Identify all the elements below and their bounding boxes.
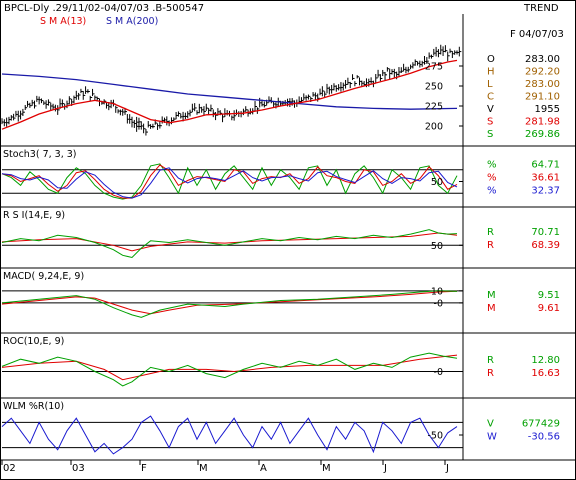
y-tick-label: 50 — [431, 241, 443, 252]
ohlc-value: 283.00 — [525, 79, 560, 90]
indicator-legend-key: R — [487, 368, 494, 379]
ohlc-key: S — [487, 117, 493, 128]
indicator-legend-value: 32.37 — [531, 186, 560, 197]
indicator-legend-value: -30.56 — [528, 432, 560, 443]
price-legend-item: S M A(13) — [40, 16, 86, 27]
indicator-legend-key: R — [487, 240, 494, 251]
indicator-legend-key: V — [487, 419, 494, 430]
indicator-legend-value: 9.51 — [538, 290, 560, 301]
panel-title: MACD( 9,24,E, 9) — [3, 271, 84, 282]
indicator-legend-key: % — [487, 186, 497, 197]
indicator-legend-key: W — [487, 432, 497, 443]
stoch-slow-line — [1, 167, 458, 199]
y-tick-label: 225 — [425, 102, 443, 113]
x-month-label: 02 — [3, 463, 16, 474]
indicator-legend-value: 16.63 — [531, 368, 560, 379]
sma-200-line — [1, 73, 458, 110]
ohlc-key: L — [487, 79, 493, 90]
indicator-legend-value: 68.39 — [531, 240, 560, 251]
legend-layer: S M A(13) S M A(200) F 04/07/03 O 283.00 H 292… — [40, 16, 564, 443]
x-month-label: M — [199, 463, 208, 474]
chart-header-title: BPCL-Dly .29/11/02-04/07/03 .B-500547 — [4, 3, 204, 14]
indicator-legend-key: R — [487, 355, 494, 366]
y-tick-label: -50 — [427, 431, 443, 442]
x-month-label: J — [383, 463, 387, 474]
ohlc-value: 292.20 — [525, 67, 560, 78]
panel-title: WLM %R(10) — [3, 401, 64, 412]
williams-r-line — [1, 415, 458, 455]
indicator-legend-key: M — [487, 303, 496, 314]
indicator-legend-value: 677429 — [522, 419, 560, 430]
ohlc-value: 283.00 — [525, 54, 560, 65]
indicator-legend-key: % — [487, 173, 497, 184]
stoch-d-line — [1, 164, 458, 199]
y-tick-label: 200 — [425, 122, 443, 133]
y-tick-label: -0 — [434, 367, 443, 378]
date-label: F 04/07/03 — [510, 29, 564, 40]
x-month-label: A — [260, 463, 267, 474]
y-tick-label: 250 — [425, 82, 443, 93]
indicator-legend-value: 70.71 — [531, 227, 560, 238]
x-month-label: 03 — [72, 463, 85, 474]
panel-title: Stoch3( 7, 3, 3) — [3, 149, 77, 160]
ohlc-key: V — [487, 104, 494, 115]
trend-label: TREND — [523, 3, 559, 14]
panel-title: R S I(14,E, 9) — [3, 210, 65, 221]
stoch-k-line — [1, 163, 458, 200]
macd-line — [1, 290, 458, 318]
x-month-label: M — [322, 463, 331, 474]
ohlc-key: O — [487, 54, 495, 65]
ohlc-value: 1955 — [535, 104, 560, 115]
y-tick-label: 50 — [431, 177, 443, 188]
x-month-label: J — [445, 463, 449, 474]
indicator-legend-key: % — [487, 160, 497, 171]
y-tick-label: 10 — [431, 286, 443, 297]
roc-line — [1, 352, 458, 387]
indicator-legend-value: 36.61 — [531, 173, 560, 184]
ohlc-value: 269.86 — [525, 129, 560, 140]
indicator-legend-value: 64.71 — [531, 160, 560, 171]
ohlc-value: 281.98 — [525, 117, 560, 128]
ohlc-key: H — [487, 67, 495, 78]
x-month-label: F — [141, 463, 147, 474]
indicator-legend-value: 12.80 — [531, 355, 560, 366]
panel-separators — [0, 14, 576, 461]
y-tick-label: -0 — [434, 298, 443, 309]
x-axis-months: 02 03 F M A M J J — [1, 460, 449, 474]
panel-title: ROC(10,E, 9) — [3, 336, 64, 347]
ohlc-key: S — [487, 129, 493, 140]
price-legend-item: S M A(200) — [106, 16, 158, 27]
sma-13-line — [1, 59, 458, 130]
ohlc-key: C — [487, 92, 494, 103]
rsi-line — [1, 229, 458, 259]
ohlc-value: 291.10 — [525, 92, 560, 103]
roc-signal-line — [1, 354, 458, 381]
series-layer: Stoch3( 7, 3, 3) R S I(14,E, 9) MACD( 9,24… — [1, 44, 462, 455]
y-tick-label: 275 — [425, 62, 443, 73]
indicator-legend-key: R — [487, 227, 494, 238]
indicator-legend-key: M — [487, 290, 496, 301]
indicator-legend-value: 9.61 — [538, 303, 560, 314]
